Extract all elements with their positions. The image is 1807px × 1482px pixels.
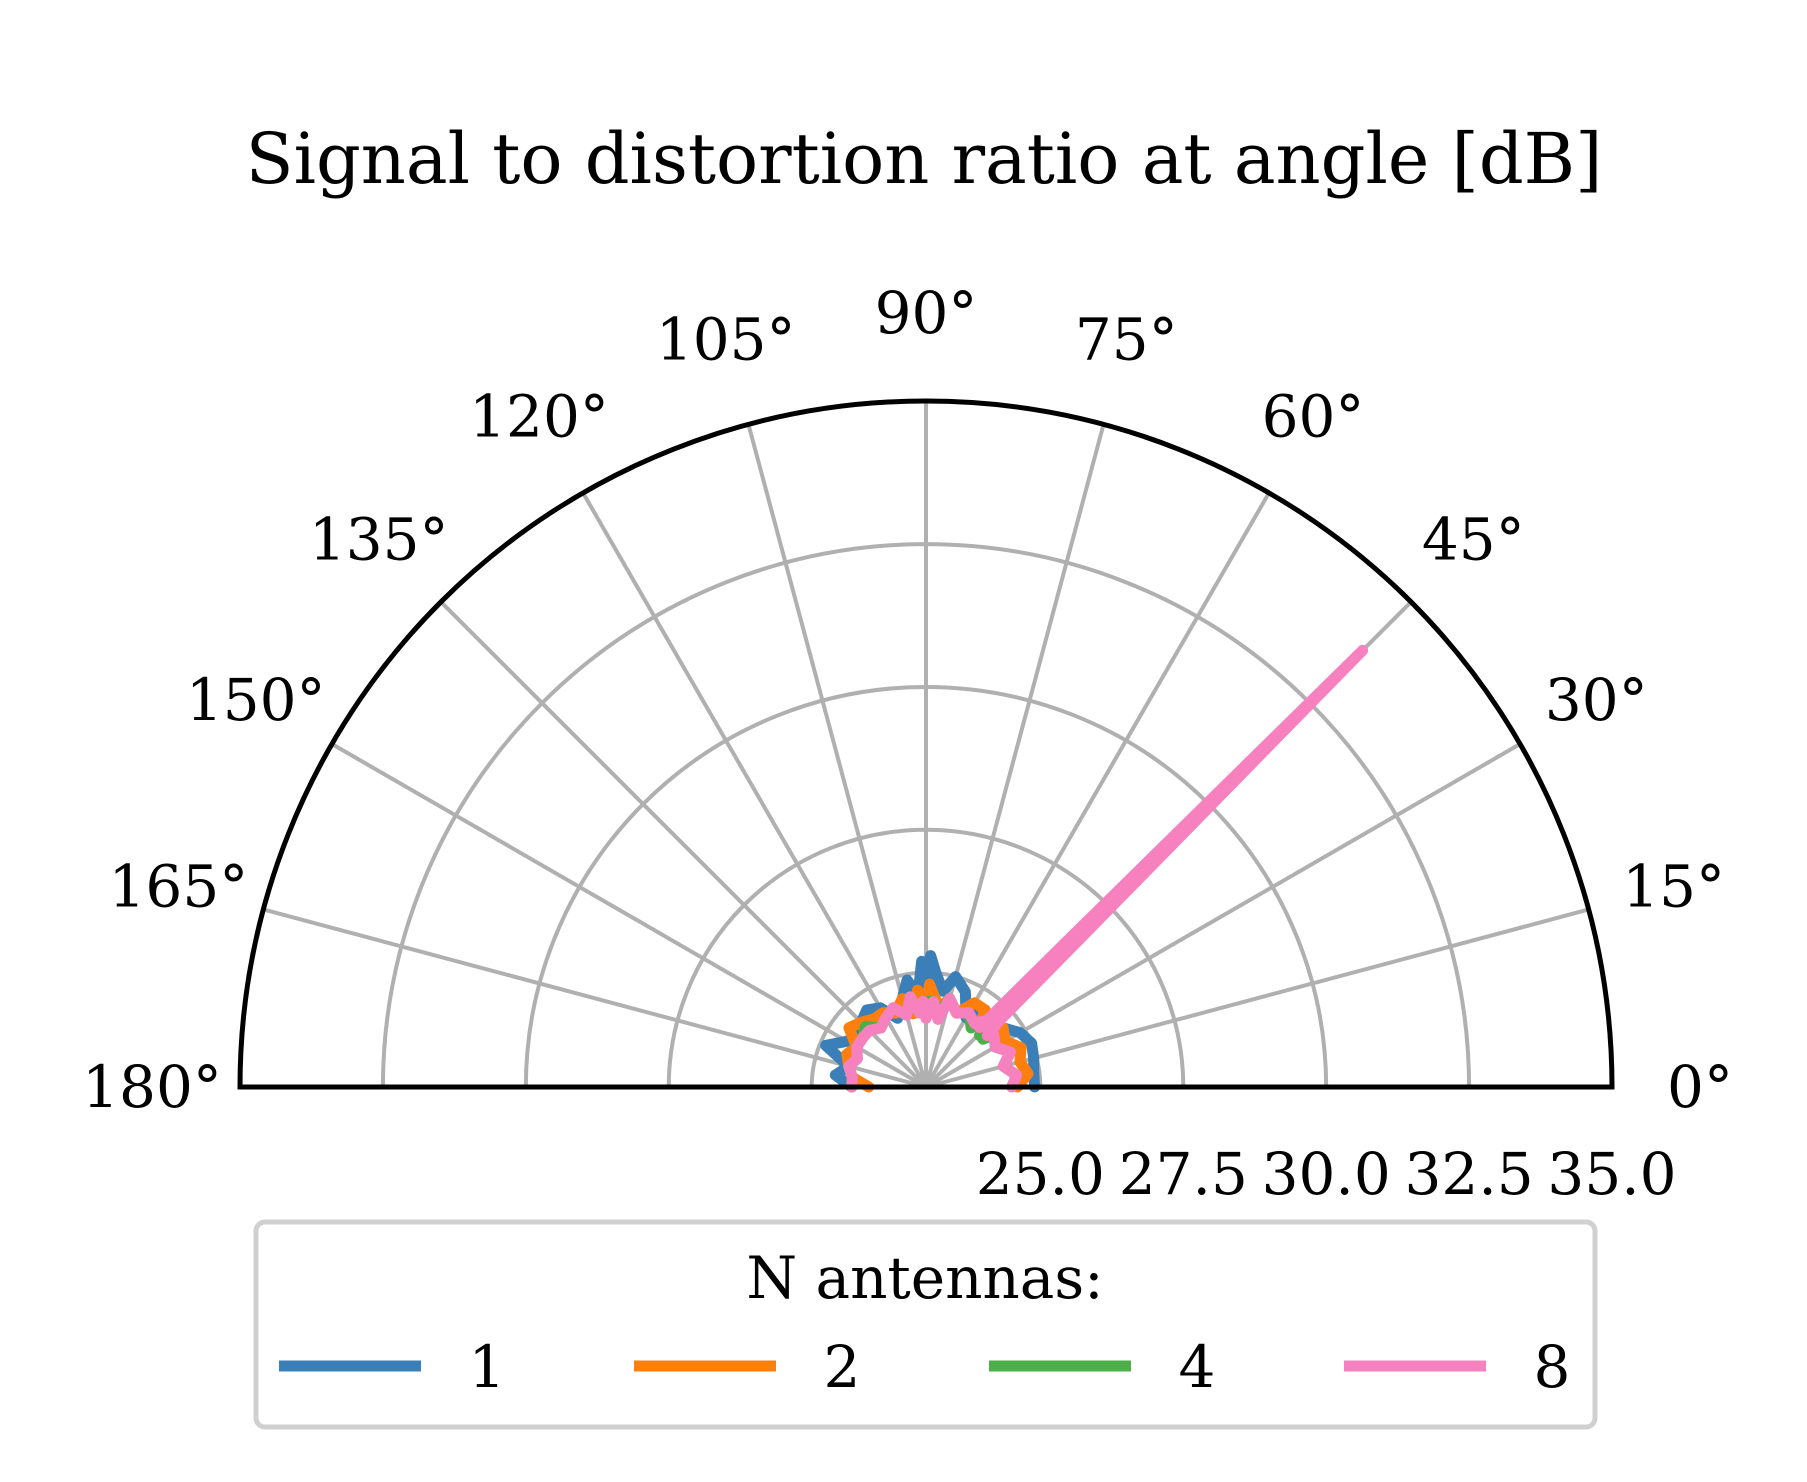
legend-entries: 1 2 4 8 (279, 1333, 1570, 1401)
legend-label-1: 1 (469, 1333, 506, 1401)
angle-tick-label: 120° (469, 383, 609, 451)
angle-tick-label: 150° (186, 666, 326, 734)
radial-tick-label: 27.5 (1119, 1140, 1248, 1208)
polar-frame-outline (237, 398, 1615, 1090)
radial-tick-labels: 25.0 27.5 30.0 32.5 35.0 (976, 1140, 1677, 1208)
angle-tick-label: 135° (309, 506, 449, 574)
angle-tick-label: 15° (1622, 853, 1725, 921)
angular-gridline (262, 907, 927, 1089)
angle-tick-label: 75° (1075, 305, 1178, 373)
series-lines (820, 644, 1369, 1093)
series-line-8 (843, 644, 1369, 1093)
legend-label-2: 2 (824, 1333, 861, 1401)
angle-tick-label: 105° (656, 305, 796, 373)
angular-gridline (439, 600, 928, 1089)
legend-box (253, 1219, 1598, 1430)
angle-tick-labels: 0° 15° 30° 45° 60° 75° 90° 105° 120° 135° 150° 165°… (82, 279, 1733, 1121)
angular-gridline (581, 491, 928, 1089)
polar-frame (237, 398, 1615, 1090)
angle-tick-label: 45° (1422, 506, 1525, 574)
angle-tick-label: 60° (1262, 383, 1365, 451)
radial-tick-label: 30.0 (1262, 1140, 1391, 1208)
legend-label-4: 4 (1179, 1333, 1216, 1401)
angle-tick-label: 0° (1667, 1053, 1733, 1121)
legend: N antennas: 1 2 4 8 (253, 1219, 1598, 1430)
angular-gridline (746, 423, 928, 1088)
angle-tick-label: 30° (1545, 666, 1648, 734)
angular-gridline (330, 742, 928, 1089)
legend-label-8: 8 (1534, 1333, 1571, 1401)
legend-title: N antennas: (746, 1244, 1103, 1312)
radial-tick-label: 32.5 (1405, 1140, 1534, 1208)
chart-title: Signal to distortion ratio at angle [dB] (246, 118, 1603, 200)
radial-tick-label: 25.0 (976, 1140, 1105, 1208)
radial-tick-label: 35.0 (1547, 1140, 1676, 1208)
angle-tick-label: 180° (82, 1053, 222, 1121)
angular-gridline (924, 491, 1271, 1089)
angle-tick-label: 165° (109, 853, 249, 921)
angle-tick-label: 90° (875, 279, 978, 347)
